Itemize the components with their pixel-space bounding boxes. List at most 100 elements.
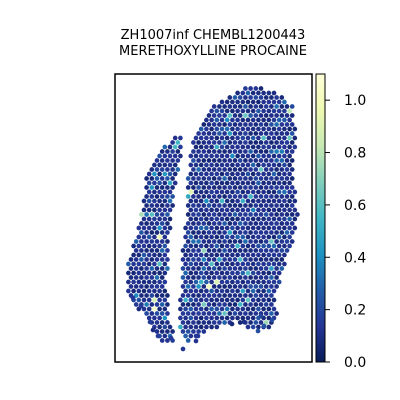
spot bbox=[269, 230, 274, 235]
spot bbox=[224, 207, 230, 213]
spot bbox=[227, 122, 233, 127]
spot bbox=[240, 189, 246, 195]
spot bbox=[271, 279, 277, 285]
spot bbox=[217, 257, 222, 262]
spot bbox=[237, 257, 243, 262]
spot bbox=[214, 126, 220, 132]
spot bbox=[279, 266, 285, 271]
spot bbox=[214, 108, 220, 114]
spot bbox=[245, 243, 251, 249]
spot bbox=[279, 113, 285, 118]
spot bbox=[152, 252, 157, 258]
spot bbox=[154, 230, 160, 235]
spot bbox=[282, 162, 287, 168]
spot bbox=[269, 149, 274, 154]
spot bbox=[245, 279, 251, 285]
spot bbox=[282, 153, 287, 159]
spot bbox=[152, 171, 157, 177]
spot bbox=[269, 176, 274, 181]
spot bbox=[204, 144, 209, 150]
spot bbox=[198, 243, 204, 249]
spot bbox=[217, 248, 222, 253]
spot bbox=[274, 257, 279, 262]
colorbar-tick-label: 0.8 bbox=[344, 146, 366, 162]
spot bbox=[170, 140, 175, 145]
spot bbox=[271, 99, 277, 105]
spot bbox=[193, 225, 199, 231]
spot bbox=[261, 135, 266, 141]
spot bbox=[282, 126, 287, 132]
spot bbox=[256, 270, 261, 276]
spot bbox=[250, 225, 256, 231]
spot bbox=[133, 275, 139, 280]
spot bbox=[209, 198, 214, 204]
spot bbox=[165, 257, 170, 262]
spot bbox=[284, 194, 290, 199]
spot bbox=[284, 212, 290, 217]
spot bbox=[224, 234, 230, 240]
spot bbox=[240, 234, 246, 240]
spot bbox=[149, 176, 155, 181]
spot bbox=[222, 275, 227, 280]
spot bbox=[289, 185, 295, 190]
spot bbox=[263, 257, 269, 262]
spot bbox=[193, 243, 199, 249]
spot bbox=[185, 212, 191, 217]
spot bbox=[191, 293, 196, 298]
spot bbox=[289, 221, 295, 226]
spot bbox=[287, 153, 292, 159]
spot bbox=[204, 288, 209, 294]
spot bbox=[269, 257, 274, 262]
spot bbox=[157, 234, 162, 240]
spot bbox=[198, 261, 204, 267]
spot bbox=[180, 266, 186, 271]
spot bbox=[204, 306, 209, 312]
spot bbox=[204, 270, 209, 276]
spot bbox=[250, 162, 256, 168]
spot bbox=[271, 225, 277, 231]
spot bbox=[136, 297, 142, 303]
spot bbox=[133, 248, 139, 253]
spot bbox=[255, 328, 261, 334]
spot bbox=[172, 153, 178, 159]
spot bbox=[237, 185, 243, 190]
spot bbox=[227, 149, 233, 154]
spot bbox=[193, 338, 199, 344]
spot bbox=[271, 144, 277, 150]
spot bbox=[167, 180, 173, 186]
spot bbox=[144, 275, 149, 280]
spot bbox=[279, 122, 285, 127]
spot bbox=[274, 212, 279, 217]
spot bbox=[248, 95, 253, 100]
spot bbox=[211, 203, 217, 208]
spot bbox=[235, 99, 240, 105]
spot bbox=[274, 203, 279, 208]
spot bbox=[271, 198, 277, 204]
spot bbox=[261, 288, 266, 294]
spot bbox=[162, 171, 168, 177]
spot bbox=[209, 306, 214, 312]
spot bbox=[154, 284, 160, 289]
spot bbox=[188, 225, 194, 231]
spot bbox=[170, 203, 175, 208]
spot bbox=[279, 212, 285, 217]
spot bbox=[230, 108, 235, 114]
spot bbox=[282, 117, 287, 123]
spot bbox=[214, 261, 220, 267]
spot bbox=[261, 306, 266, 312]
spot bbox=[214, 324, 220, 330]
spot bbox=[245, 180, 251, 186]
spot bbox=[198, 162, 204, 168]
spot bbox=[227, 212, 233, 217]
spot bbox=[206, 257, 212, 262]
spot bbox=[209, 144, 214, 150]
spot bbox=[165, 248, 170, 253]
spot bbox=[159, 176, 165, 181]
spot bbox=[263, 176, 269, 181]
spot bbox=[209, 288, 214, 294]
spot bbox=[198, 198, 204, 204]
spot bbox=[289, 194, 295, 199]
spot bbox=[282, 135, 287, 141]
spot bbox=[154, 194, 160, 199]
spot bbox=[209, 162, 214, 168]
